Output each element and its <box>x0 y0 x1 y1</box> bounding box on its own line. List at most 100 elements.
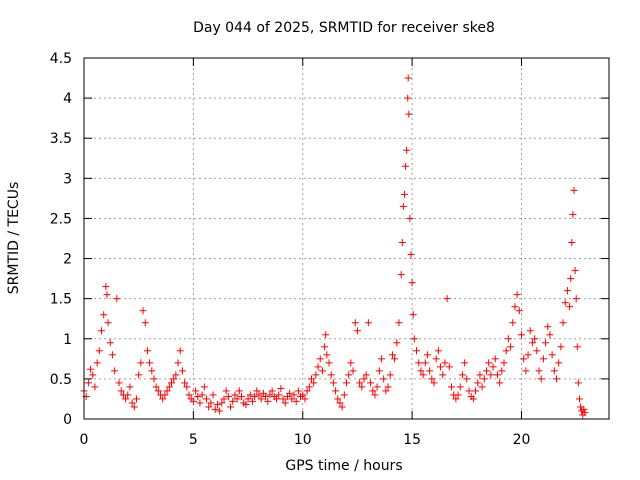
data-point <box>305 383 313 391</box>
data-point <box>183 383 191 391</box>
data-point <box>409 311 417 319</box>
data-point <box>227 403 235 411</box>
data-point <box>405 110 413 118</box>
data-point <box>343 379 350 387</box>
data-point <box>325 359 333 367</box>
data-point <box>299 391 307 399</box>
data-point <box>402 162 410 170</box>
data-point <box>332 387 340 395</box>
data-point <box>257 395 265 403</box>
data-point <box>439 371 447 379</box>
data-point <box>279 395 287 403</box>
data-point <box>103 291 111 299</box>
y-axis-label: SRMTID / TECUs <box>6 182 22 295</box>
data-point <box>524 351 532 359</box>
data-point <box>314 363 322 371</box>
x-tick-label: 0 <box>80 432 89 448</box>
data-point <box>364 319 372 327</box>
data-point <box>504 335 512 343</box>
data-point <box>294 387 302 395</box>
data-point <box>522 367 530 375</box>
data-point <box>408 279 416 287</box>
data-point <box>515 307 523 315</box>
data-point <box>397 271 405 279</box>
data-point <box>89 371 97 379</box>
data-point <box>229 397 237 405</box>
data-point <box>454 391 462 399</box>
y-tick-label: 4 <box>63 91 72 107</box>
data-point <box>338 403 346 411</box>
data-point <box>384 383 392 391</box>
data-point <box>84 379 92 387</box>
data-point <box>489 363 497 371</box>
data-point <box>161 391 169 399</box>
data-point <box>360 375 368 383</box>
data-point <box>154 387 162 395</box>
y-tick-label: 0.5 <box>50 372 72 388</box>
data-point <box>347 359 355 367</box>
data-point <box>126 383 134 391</box>
data-point <box>448 383 455 391</box>
data-point <box>465 387 473 395</box>
data-point <box>222 387 230 395</box>
data-point <box>513 291 521 299</box>
data-point <box>345 371 353 379</box>
data-point <box>165 383 173 391</box>
data-point <box>189 397 197 405</box>
data-point <box>373 383 381 391</box>
data-point <box>567 275 575 283</box>
data-point <box>139 307 147 315</box>
data-point <box>181 379 189 387</box>
data-point <box>185 391 193 399</box>
data-point <box>329 379 337 387</box>
data-point <box>575 395 583 403</box>
data-point <box>310 379 318 387</box>
data-point <box>398 239 406 247</box>
data-point <box>399 202 407 210</box>
data-point <box>211 405 219 413</box>
data-point <box>569 210 577 218</box>
data-point <box>487 371 495 379</box>
data-point <box>176 347 184 355</box>
data-point <box>137 359 145 367</box>
data-point <box>108 351 116 359</box>
data-point <box>266 391 274 399</box>
data-point <box>251 393 259 401</box>
data-point <box>493 371 501 379</box>
data-point <box>242 401 250 409</box>
data-point <box>231 391 239 399</box>
data-point <box>445 363 453 371</box>
data-point <box>507 343 515 351</box>
data-point <box>316 355 324 363</box>
data-point <box>268 387 276 395</box>
data-point <box>496 379 504 387</box>
data-point <box>456 383 464 391</box>
data-point <box>410 335 418 343</box>
data-point <box>478 383 486 391</box>
data-point <box>321 343 329 351</box>
data-point <box>322 331 330 339</box>
data-point <box>246 391 254 399</box>
data-point <box>566 303 574 311</box>
plot-frame <box>83 57 610 420</box>
data-point <box>574 379 582 387</box>
data-point <box>443 295 451 303</box>
data-point <box>369 387 377 395</box>
data-point <box>391 355 399 363</box>
data-point <box>367 379 375 387</box>
data-point <box>452 395 460 403</box>
data-point <box>152 383 160 391</box>
data-point <box>553 375 560 383</box>
y-tick-label: 1 <box>63 332 72 348</box>
data-point <box>135 371 143 379</box>
data-point <box>336 399 344 407</box>
data-point <box>128 399 136 407</box>
data-point <box>244 395 252 403</box>
data-point <box>404 94 412 102</box>
data-point <box>375 367 383 375</box>
data-points <box>80 74 589 419</box>
data-point <box>378 355 385 363</box>
data-point <box>403 146 411 154</box>
data-point <box>255 391 263 399</box>
